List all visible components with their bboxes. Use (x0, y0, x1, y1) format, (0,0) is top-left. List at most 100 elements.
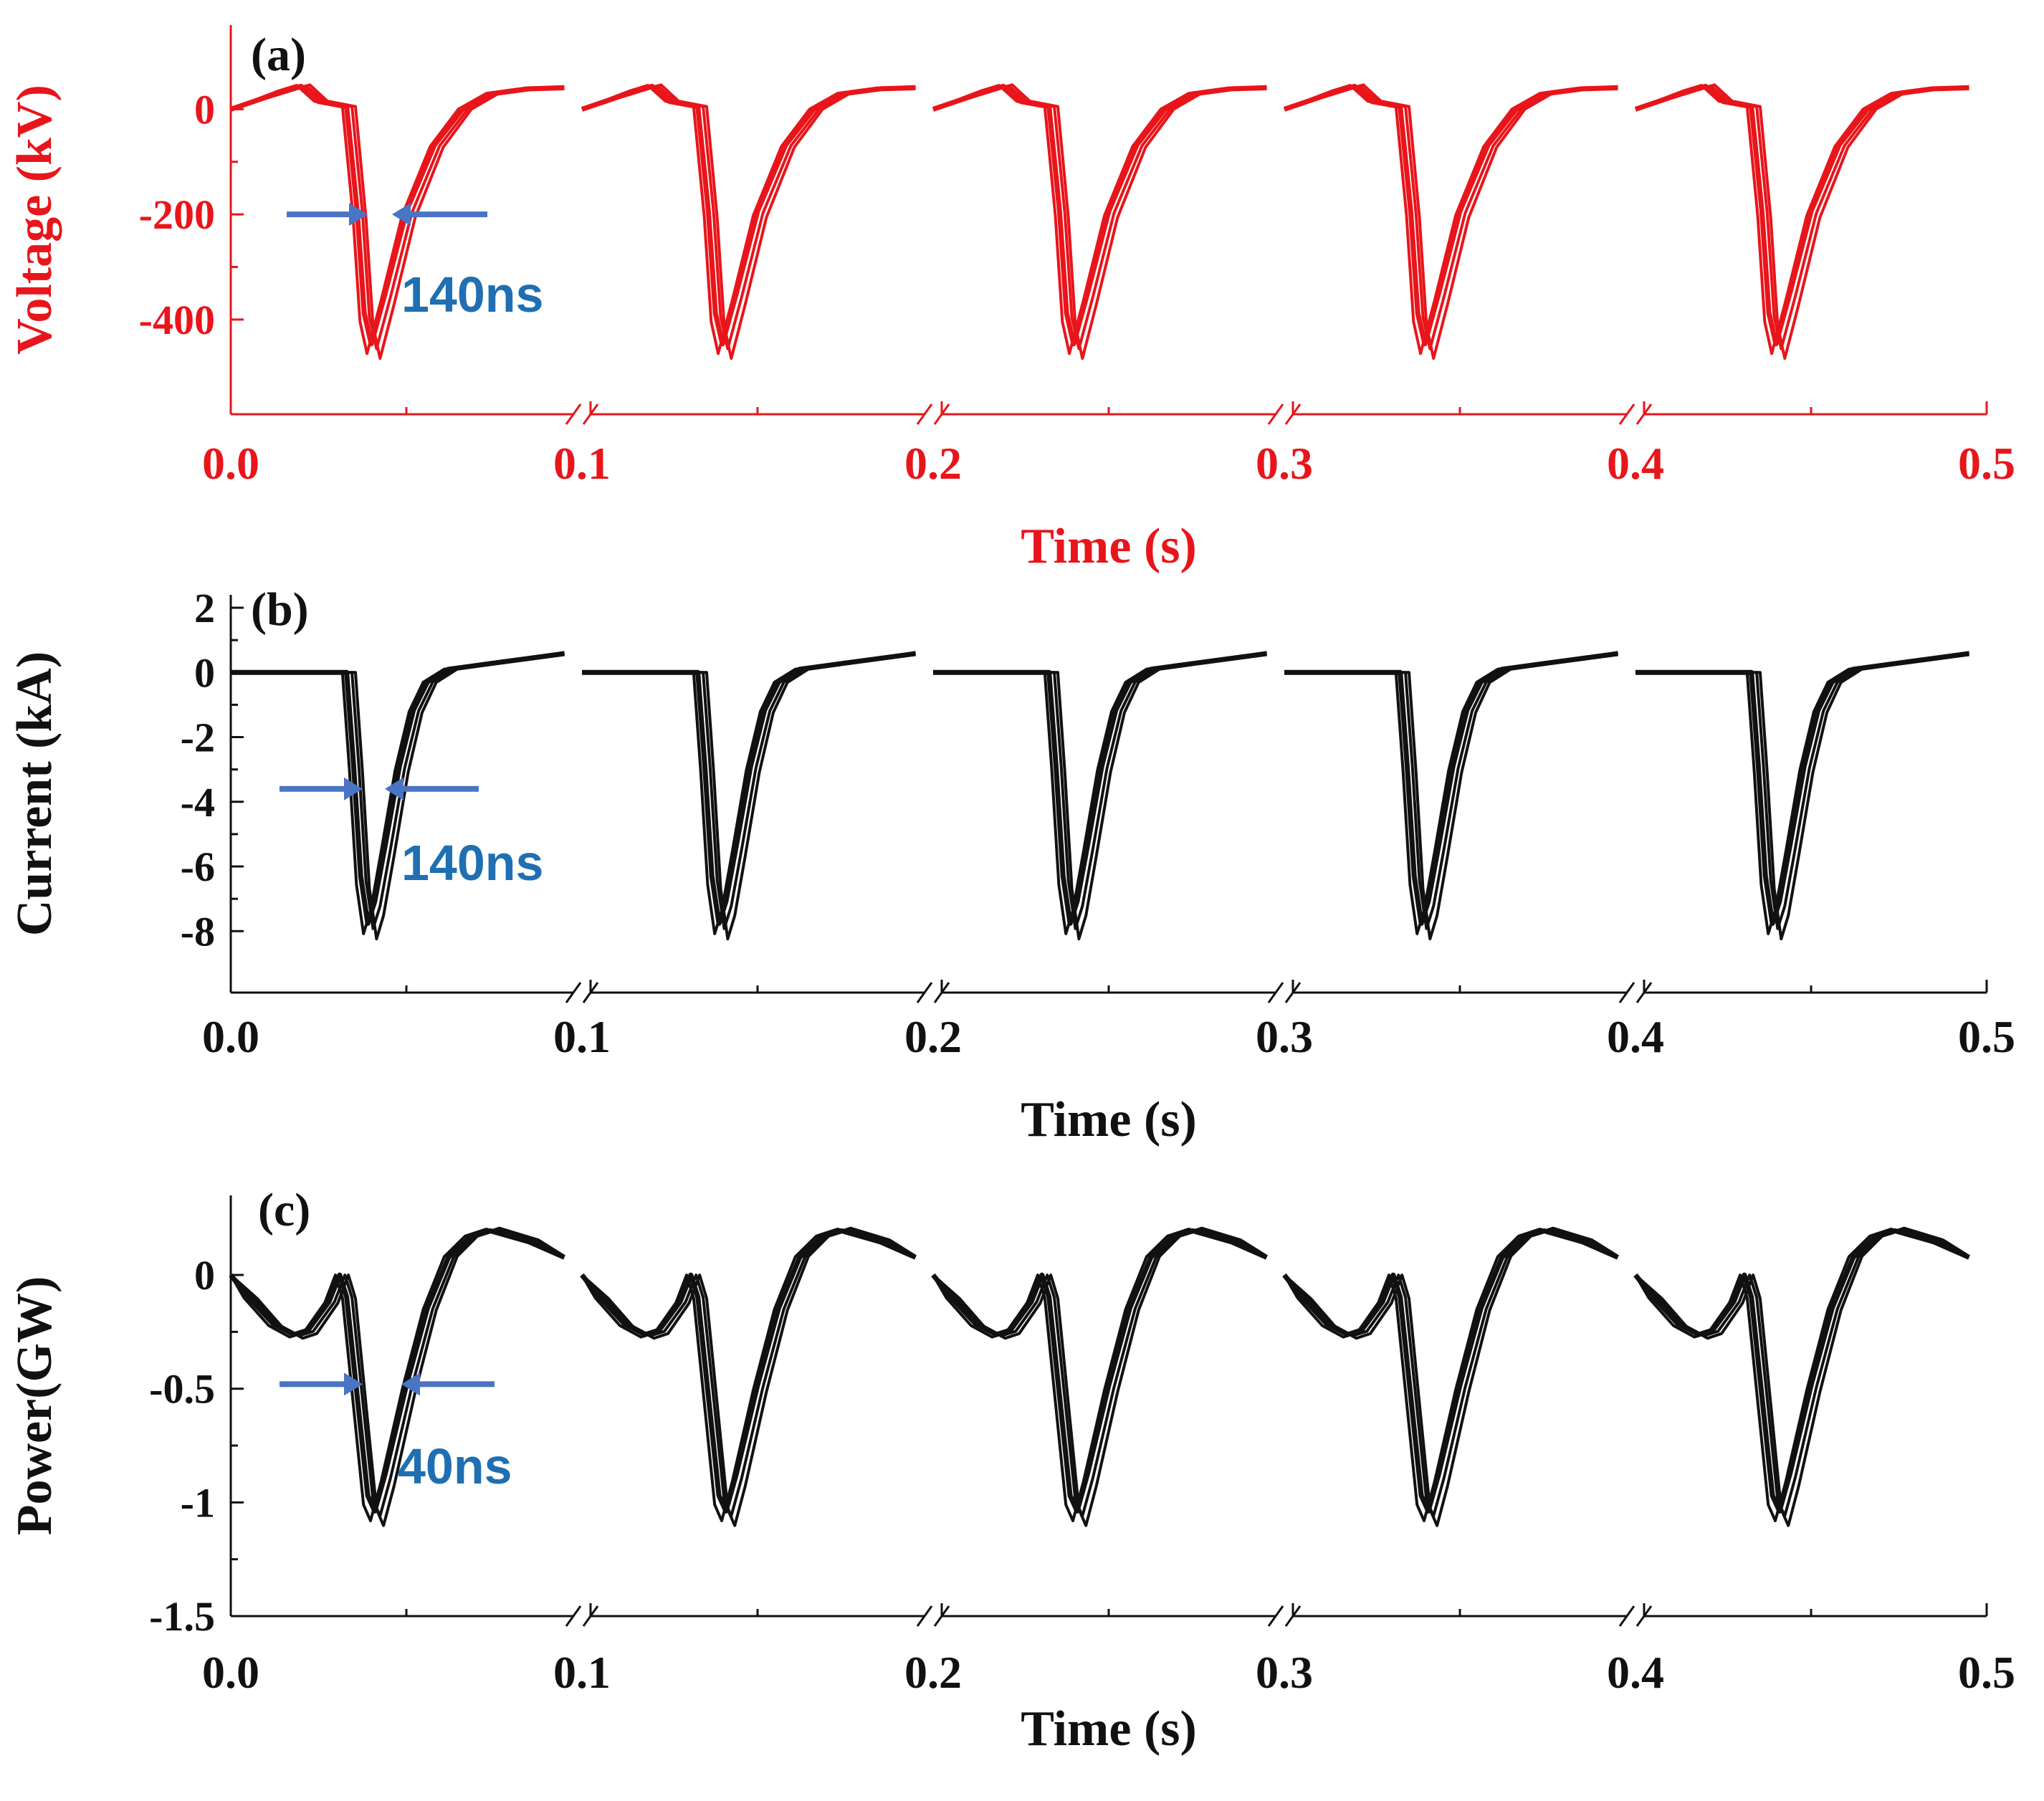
panel-b: 2 0 -2 -4 -6 -8 0.0 0.1 0.2 0.3 0.4 0.5 Current (kA)… (7, 583, 2015, 1147)
series-line-pulse (581, 1228, 917, 1522)
series-line-pulse (1634, 83, 1969, 347)
series-line-pulse (231, 651, 565, 930)
y-tick-label: -1 (181, 1479, 215, 1526)
series-line-pulse (230, 83, 565, 360)
annotation-label: 140ns (401, 267, 543, 323)
panel-a: 0 -200 -400 0.0 0.1 0.2 0.3 0.4 0.5 Voltage (kV) T… (7, 25, 2015, 574)
series-line-pulse (932, 1228, 1268, 1522)
series-line-pulse (582, 651, 916, 930)
series-line-pulse (1635, 651, 1969, 935)
x-tick-label: 0.1 (553, 1011, 611, 1062)
annotation-arrowhead (385, 777, 403, 801)
series-line-pulse (1635, 651, 1969, 930)
x-tick-label: 0.5 (1958, 438, 2015, 489)
series-line-pulse (1283, 1228, 1619, 1522)
x-axis-title: Time (s) (1021, 519, 1197, 574)
axis-break-mark (1267, 982, 1284, 1003)
series-line-pulse (1635, 84, 1969, 355)
y-tick-label: -1.5 (149, 1593, 215, 1640)
series-line-pulse (1635, 651, 1969, 926)
series-line-pulse (231, 651, 565, 941)
y-tick-label: 0 (194, 649, 215, 696)
series-line-pulse (582, 651, 916, 935)
axis-break-mark (1618, 403, 1635, 425)
axis-break-mark (565, 982, 582, 1003)
panel-label: (a) (251, 29, 306, 81)
x-tick-label: 0.4 (1607, 1011, 1664, 1062)
series-line-pulse (231, 651, 565, 926)
axis-break-mark (916, 403, 933, 425)
series-line-pulse (1284, 84, 1618, 355)
series-line-pulse (582, 651, 916, 926)
series-line-pulse (230, 84, 565, 355)
series-line-pulse (581, 83, 916, 347)
series-line-pulse (932, 83, 1267, 360)
y-tick-label: 2 (194, 585, 215, 631)
x-tick-label: 0.1 (553, 438, 611, 489)
series-line-pulse (932, 1226, 1268, 1527)
annotation-arrowhead (344, 777, 363, 801)
x-tick-label: 0.0 (202, 1647, 259, 1698)
x-tick-label: 0.5 (1958, 1011, 2015, 1062)
series-line-pulse (581, 83, 916, 360)
series-line-pulse (1635, 651, 1969, 941)
series-line-pulse (1634, 1226, 1970, 1527)
axis-break-mark (1618, 1605, 1635, 1627)
series-line-pulse (1634, 1228, 1970, 1522)
x-tick-label: 0.1 (553, 1647, 611, 1698)
x-tick-label: 0.2 (904, 1011, 962, 1062)
x-tick-label: 0.5 (1958, 1647, 2015, 1698)
axis-break-mark (916, 1605, 933, 1627)
y-tick-label: -400 (139, 297, 215, 343)
series-line-pulse (1283, 83, 1618, 347)
x-tick-label: 0.4 (1607, 1647, 1664, 1698)
series-line-pulse (581, 84, 916, 350)
series-line-pulse (933, 651, 1267, 935)
annotation-arrowhead (349, 203, 368, 226)
x-axis-title: Time (s) (1021, 1701, 1197, 1757)
x-tick-label: 0.3 (1256, 1011, 1313, 1062)
y-axis-title: Current (kA) (7, 651, 62, 936)
y-tick-label: -0.5 (149, 1366, 215, 1413)
axis-break-mark (565, 1605, 582, 1627)
series-line-pulse (932, 84, 1267, 355)
series-line-pulse (1284, 651, 1618, 935)
y-tick-label: 0 (194, 86, 215, 133)
y-tick-label: -4 (181, 779, 215, 826)
series-line-pulse (1284, 651, 1618, 930)
series-line-pulse (1284, 83, 1618, 360)
x-tick-label: 0.3 (1256, 438, 1313, 489)
x-tick-label: 0.3 (1256, 1647, 1313, 1698)
series-line-pulse (1283, 1226, 1619, 1527)
x-tick-label: 0.0 (202, 1011, 259, 1062)
y-tick-label: -6 (181, 844, 215, 890)
series-line-pulse (1635, 83, 1969, 360)
series-line-pulse (229, 83, 565, 347)
y-axis-title: Voltage (kV) (7, 85, 62, 355)
axis-break-mark (1267, 403, 1284, 425)
series-line-pulse (933, 651, 1267, 930)
y-tick-label: -200 (139, 191, 215, 238)
series-line-pulse (933, 651, 1267, 941)
series-line-pulse (932, 83, 1267, 347)
panel-label: (b) (251, 583, 309, 636)
y-tick-label: 0 (194, 1252, 215, 1299)
series-line-pulse (582, 651, 916, 941)
series-line-pulse (231, 651, 565, 935)
series-line-pulse (229, 1228, 565, 1522)
series-line-pulse (581, 84, 916, 355)
series-line-pulse (1284, 84, 1618, 350)
series-line-pulse (229, 1226, 565, 1527)
annotation-label: 140ns (401, 835, 543, 891)
series-line-pulse (1635, 84, 1969, 350)
series-line-pulse (932, 84, 1267, 350)
x-tick-label: 0.4 (1607, 438, 1664, 489)
series-line-pulse (1284, 651, 1618, 941)
series-line-pulse (933, 651, 1267, 926)
x-tick-label: 0.2 (904, 438, 962, 489)
axis-break-mark (1267, 1605, 1284, 1627)
y-tick-label: -2 (181, 715, 215, 761)
panel-label: (c) (258, 1184, 310, 1236)
series-line-pulse (581, 1226, 917, 1527)
